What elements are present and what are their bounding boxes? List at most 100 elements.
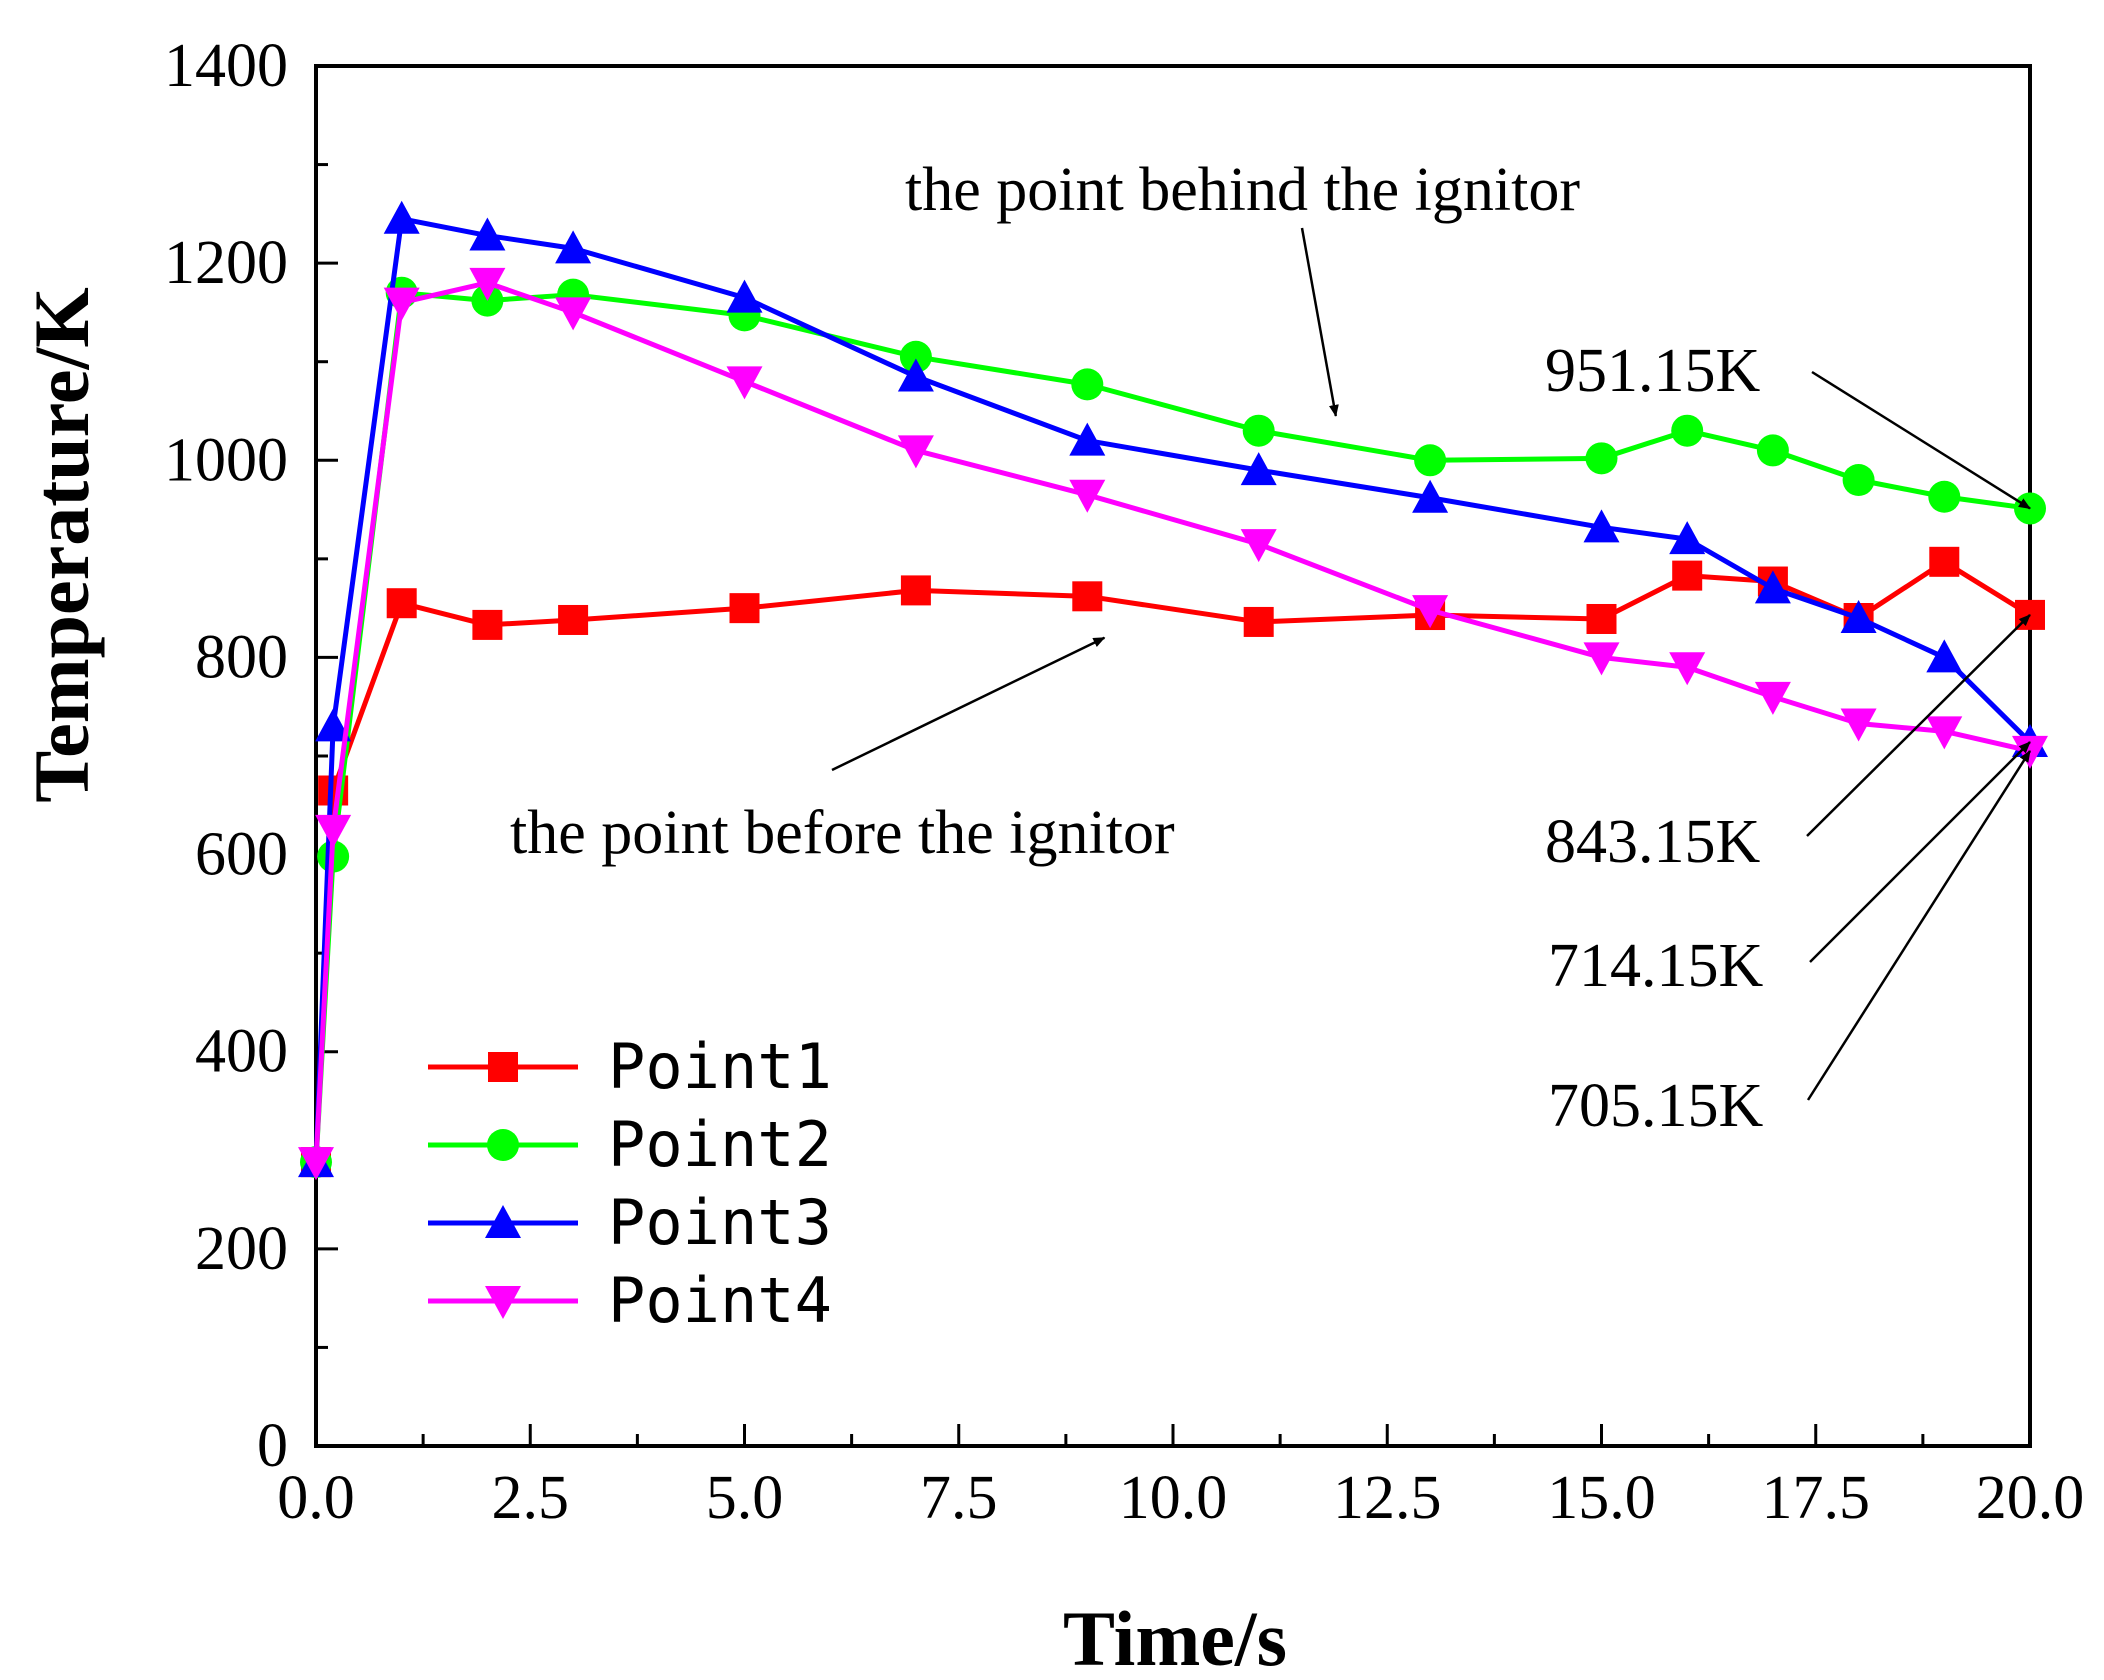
y-tick-label: 0 <box>257 1412 288 1480</box>
data-point-point2 <box>1242 414 1275 447</box>
y-tick-label: 1200 <box>164 229 288 297</box>
annotation-843-15k: 843.15K <box>1545 808 1761 876</box>
axes: 0.0 2.5 5.0 7.5 10.0 12.5 15.0 17.5 20.0 0 200 400 6… <box>164 32 2084 1532</box>
legend-label-point2: Point2 <box>608 1108 832 1181</box>
data-point-point4 <box>1412 595 1449 629</box>
plot-frame <box>314 64 2032 1448</box>
y-tick-label: 600 <box>195 821 288 889</box>
data-point-point2 <box>1842 464 1875 496</box>
data-point-point4 <box>469 267 506 301</box>
x-tick-label: 20.0 <box>1976 1464 2085 1532</box>
data-point-point1 <box>900 575 931 606</box>
y-tick-label: 400 <box>195 1018 288 1086</box>
y-tick-label: 800 <box>195 623 288 691</box>
y-tick-label: 1400 <box>164 32 288 100</box>
legend-marker-point3 <box>485 1205 521 1238</box>
x-tick-label: 15.0 <box>1547 1464 1656 1532</box>
data-point-point2 <box>1585 442 1618 475</box>
data-point-point2 <box>1928 480 1961 513</box>
y-axis-title: Temperature/K <box>18 287 105 803</box>
x-tick-label: 17.5 <box>1762 1464 1871 1532</box>
annotation-705-15k: 705.15K <box>1548 1072 1764 1140</box>
data-point-point3 <box>1069 422 1106 456</box>
data-point-point1 <box>1072 581 1103 612</box>
series-point2 <box>300 276 2046 1179</box>
data-point-point4 <box>555 297 592 331</box>
annotation-951-15k: 951.15K <box>1545 337 1761 405</box>
series-point4 <box>298 267 2048 1181</box>
data-point-point3 <box>897 358 934 392</box>
data-point-point1 <box>1672 560 1703 591</box>
data-point-point1 <box>386 588 417 619</box>
annotation-arrow-a705 <box>1806 750 2032 1101</box>
series-point3 <box>298 200 2048 1178</box>
annotations: the point behind the ignitor the point b… <box>510 156 1764 1140</box>
x-tick-label: 10.0 <box>1119 1464 1228 1532</box>
x-tick-label: 2.5 <box>492 1464 570 1532</box>
data-point-point3 <box>383 200 420 234</box>
data-point-point4 <box>298 1147 334 1181</box>
data-point-point3 <box>1583 509 1620 543</box>
annotation-arrow-behind <box>1300 227 1339 417</box>
annotation-714-15k: 714.15K <box>1548 932 1764 1000</box>
data-point-point2 <box>1756 434 1789 467</box>
series-layer <box>298 200 2048 1181</box>
data-point-point3 <box>726 279 763 313</box>
data-point-point2 <box>899 340 932 373</box>
data-point-point4 <box>1840 708 1877 742</box>
data-point-point3 <box>1840 600 1877 633</box>
data-point-point1 <box>729 593 760 624</box>
data-point-point3 <box>1754 570 1791 604</box>
annotation-arrow-a951 <box>1811 370 2031 510</box>
data-point-point1 <box>1929 546 1960 577</box>
annotation-behind-ignitor: the point behind the ignitor <box>905 156 1580 224</box>
data-point-point4 <box>1926 716 1963 750</box>
x-tick-label: 12.5 <box>1333 1464 1442 1532</box>
data-point-point1 <box>1586 603 1617 634</box>
legend-label-point4: Point4 <box>608 1264 832 1337</box>
data-point-point3 <box>1669 521 1706 555</box>
data-point-point3 <box>1926 639 1963 673</box>
legend-markers <box>485 1052 521 1319</box>
data-point-point4 <box>1583 642 1620 676</box>
series-line-point2 <box>313 290 2031 1163</box>
data-point-point1 <box>472 609 503 640</box>
series-line-point1 <box>313 559 2032 1163</box>
series-line-point3 <box>313 216 2032 1163</box>
data-point-point3 <box>1412 479 1449 513</box>
data-point-point2 <box>1671 414 1704 447</box>
data-point-point4 <box>1069 479 1106 513</box>
series-line-point4 <box>313 280 2031 1163</box>
data-point-point4 <box>897 435 934 469</box>
data-point-point3 <box>315 708 352 742</box>
data-point-point3 <box>555 230 592 264</box>
legend-label-point3: Point3 <box>608 1186 832 1259</box>
x-tick-label: 7.5 <box>920 1464 998 1532</box>
legend-marker-point1 <box>488 1052 518 1082</box>
data-point-point4 <box>1754 681 1791 715</box>
data-point-point3 <box>1240 452 1277 486</box>
data-point-point4 <box>1669 652 1706 686</box>
annotation-arrow-a843 <box>1806 614 2031 837</box>
legend-label-point1: Point1 <box>608 1030 832 1103</box>
data-point-point4 <box>383 287 420 321</box>
data-point-point4 <box>726 366 763 400</box>
x-tick-label: 0.0 <box>277 1464 355 1532</box>
y-tick-label: 200 <box>195 1215 288 1283</box>
data-point-point3 <box>469 217 506 251</box>
x-tick-label: 5.0 <box>706 1464 784 1532</box>
y-tick-label: 1000 <box>164 426 288 494</box>
data-point-point1 <box>558 604 589 635</box>
annotation-arrows <box>831 227 2032 1101</box>
x-axis-title: Time/s <box>1063 1595 1287 1680</box>
annotation-arrow-before <box>831 636 1106 772</box>
data-point-point4 <box>315 814 352 848</box>
data-point-point4 <box>1240 529 1277 563</box>
annotation-arrow-a714 <box>1809 741 2031 963</box>
data-point-point1 <box>1243 606 1274 637</box>
legend-marker-point2 <box>487 1129 519 1161</box>
legend-marker-point4 <box>485 1286 521 1319</box>
legend: Point1 Point2 Point3 Point4 <box>428 1030 832 1337</box>
data-point-point2 <box>1071 368 1104 401</box>
annotation-before-ignitor: the point before the ignitor <box>510 799 1175 867</box>
